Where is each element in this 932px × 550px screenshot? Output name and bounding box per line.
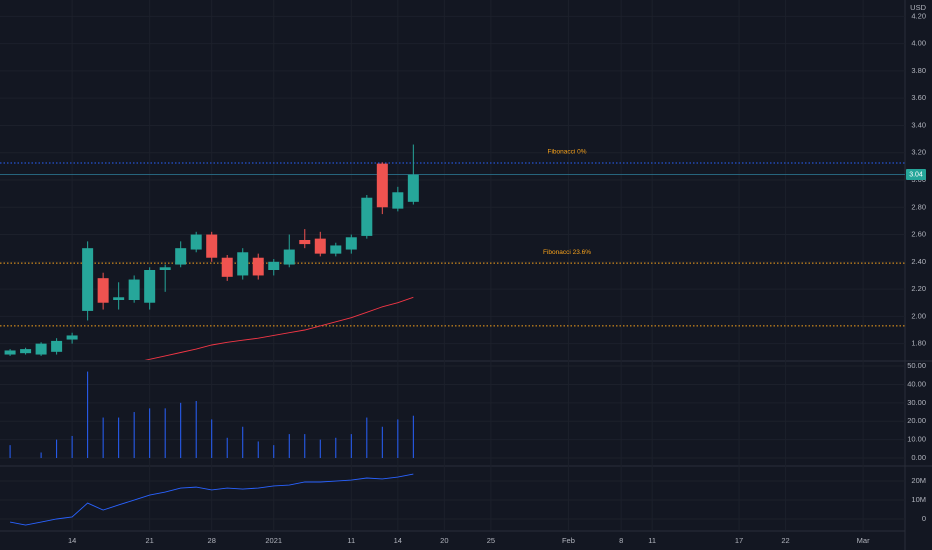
y-tick-label: 2.00 (911, 311, 926, 320)
candle-body (299, 240, 311, 245)
candle-body (97, 278, 109, 303)
y-tick-label: 4.00 (911, 39, 926, 48)
candle-body (345, 237, 357, 250)
moving-average (144, 296, 414, 360)
candle-body (221, 257, 233, 277)
y-tick-label: 40.00 (907, 379, 926, 388)
candle-body (376, 163, 388, 208)
y-tick-label: 20.00 (907, 416, 926, 425)
x-tick-label: 11 (648, 536, 656, 545)
x-tick-label: 8 (619, 536, 623, 545)
x-tick-label: 17 (735, 536, 743, 545)
candle-body (237, 252, 249, 276)
y-tick-label: 2.60 (911, 230, 926, 239)
candle-body (159, 267, 171, 270)
x-tick-label: 20 (440, 536, 448, 545)
y-tick-label: 1.80 (911, 339, 926, 348)
candle-body (361, 197, 373, 236)
x-tick-label: 28 (208, 536, 216, 545)
candle-body (113, 297, 125, 300)
candle-body (392, 192, 404, 209)
price-plot (0, 15, 905, 360)
x-tick-label: 21 (145, 536, 153, 545)
candle-body (35, 343, 47, 355)
y-tick-label: 10M (911, 495, 926, 504)
y-tick-label: 3.20 (911, 148, 926, 157)
y-tick-label: 3.60 (911, 93, 926, 102)
x-tick-label: 2021 (265, 536, 282, 545)
candle-body (4, 350, 16, 355)
fib-label: Fibonacci 23.6% (543, 249, 591, 256)
y-tick-label: 3.80 (911, 66, 926, 75)
candle-body (175, 248, 187, 265)
candle-body (144, 270, 156, 303)
x-tick-label: 14 (68, 536, 76, 545)
y-tick-label: 2.40 (911, 257, 926, 266)
indicator-line (9, 473, 414, 526)
candle-body (66, 335, 78, 340)
y-tick-label: 2.20 (911, 284, 926, 293)
y-tick-label: 30.00 (907, 398, 926, 407)
candle-body (190, 234, 202, 250)
last-price-box (906, 169, 926, 181)
y-tick-label: 0.00 (911, 453, 926, 462)
candle-body (283, 249, 295, 265)
candle-body (407, 174, 419, 202)
currency-label: USD (910, 3, 926, 12)
y-tick-label: 10.00 (907, 435, 926, 444)
candle-body (330, 245, 342, 254)
y-tick-label: 2.80 (911, 202, 926, 211)
y-tick-label: 4.20 (911, 11, 926, 20)
candle-body (206, 234, 218, 258)
x-tick-label: 25 (487, 536, 495, 545)
y-tick-label: 50.00 (907, 361, 926, 370)
x-tick-label: 14 (394, 536, 402, 545)
last-price-label: 3.04 (909, 171, 923, 178)
candle-body (128, 279, 140, 300)
x-tick-label: Feb (562, 536, 575, 545)
candle-body (51, 340, 63, 352)
candle-body (82, 248, 94, 311)
y-tick-label: 3.40 (911, 120, 926, 129)
x-tick-label: 11 (347, 536, 355, 545)
x-tick-label: Mar (857, 536, 870, 545)
y-tick-label: 0 (922, 514, 926, 523)
x-tick-label: 22 (781, 536, 789, 545)
candle-body (252, 257, 264, 276)
candle-body (268, 261, 280, 270)
candle-body (314, 238, 326, 254)
candle-body (20, 349, 32, 354)
fib-label: Fibonacci 0% (547, 149, 586, 156)
y-tick-label: 20M (911, 476, 926, 485)
